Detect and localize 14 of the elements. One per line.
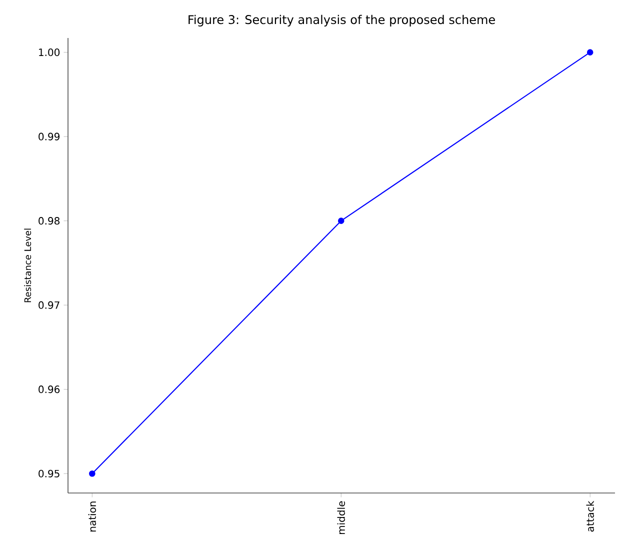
point (338, 218, 344, 224)
point (586, 49, 594, 56)
chart-title: Figure 3: Security analysis of the proposed scheme (188, 14, 495, 26)
y-tick-label: 1.00 (39, 48, 60, 56)
y-tick-label: 0.99 (38, 132, 60, 140)
y-tick-label: 0.96 (38, 386, 60, 394)
point (89, 470, 96, 477)
x-tick-label: nation (88, 502, 96, 532)
y-tick-label: 0.95 (38, 470, 60, 478)
y-tick-label: 0.97 (38, 301, 60, 309)
y-tick-label: 0.98 (38, 217, 60, 225)
x-tick-label: middle (337, 501, 345, 534)
x-tick-label: attack (586, 500, 594, 532)
y-axis-title: Resistance Level (24, 228, 32, 302)
